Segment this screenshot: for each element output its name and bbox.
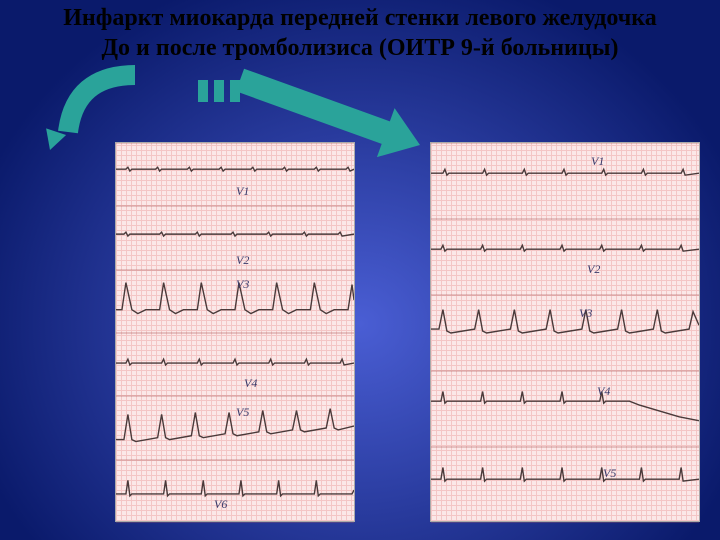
dash [214, 80, 224, 102]
dash [198, 80, 208, 102]
ecg-panel-before: V1V2V3V4V5V6 [115, 142, 355, 522]
ecg-strip: V1 [431, 143, 699, 219]
ecg-strip: V5 [431, 447, 699, 523]
ecg-strip: V3 [431, 295, 699, 371]
ecg-strip: V3 [116, 270, 354, 333]
slide: Инфаркт миокарда передней стенки левого … [0, 0, 720, 540]
ecg-strip: V2 [116, 206, 354, 269]
ecg-strip: V6 [116, 460, 354, 523]
ecg-strip: V2 [431, 219, 699, 295]
dash [230, 80, 240, 102]
slide-title: Инфаркт миокарда передней стенки левого … [0, 3, 720, 63]
ecg-panel-after: V1V2V3V4V5 [430, 142, 700, 522]
title-line-2: До и после тромболизиса (ОИТР 9-й больни… [0, 33, 720, 63]
title-line-1: Инфаркт миокарда передней стенки левого … [0, 3, 720, 33]
ecg-strip: V4 [431, 371, 699, 447]
ecg-strip: V5 [116, 396, 354, 459]
ecg-strip: V4 [116, 333, 354, 396]
